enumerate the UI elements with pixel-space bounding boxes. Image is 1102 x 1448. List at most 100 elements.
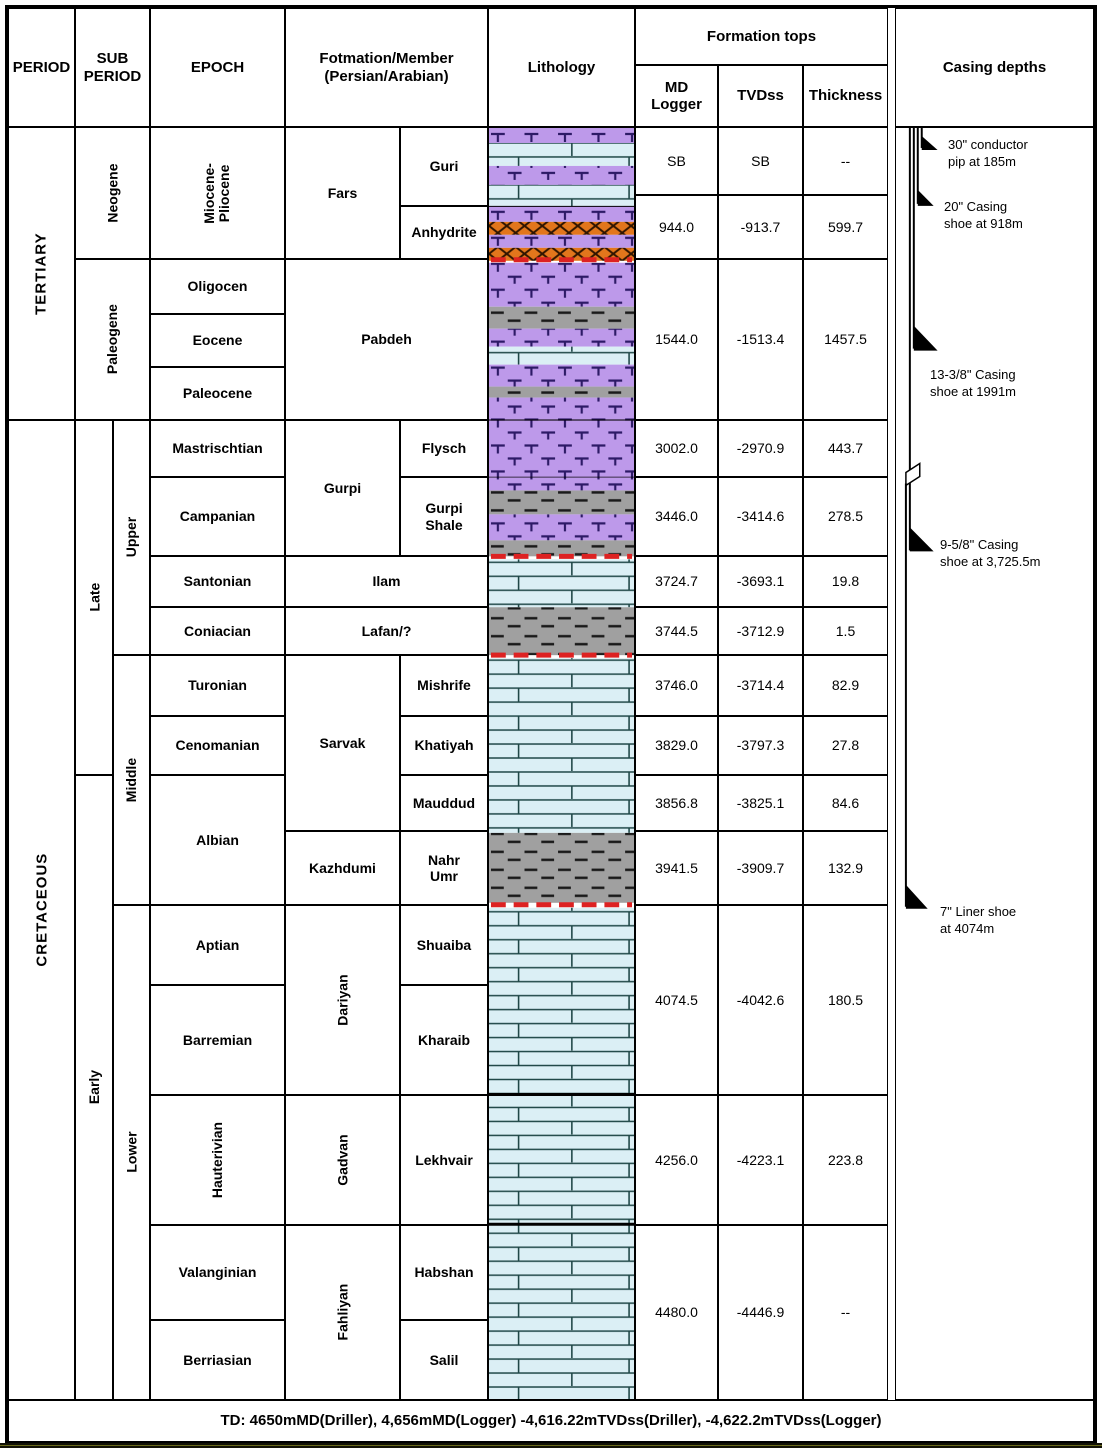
cell-formation-gurpi: Gurpi	[285, 420, 400, 556]
subperiod-late-label: Late	[85, 583, 102, 612]
epoch-miocene-line1: Miocene-	[201, 162, 218, 224]
cell-epoch-hauterivian: Hauterivian	[150, 1095, 285, 1225]
cell-subperiod-upper: Upper	[113, 420, 150, 655]
cell-epoch-albian: Albian	[150, 775, 285, 905]
cell-member-kharaib: Kharaib	[400, 985, 488, 1095]
tops-md-habshan-salil: 4480.0	[635, 1225, 718, 1400]
cell-formation-gadvan: Gadvan	[285, 1095, 400, 1225]
tops-tvdss-nahr-umr: -3909.7	[718, 831, 803, 905]
casing-annotation-13in-line1: 13-3/8" Casing	[930, 367, 1016, 382]
cell-epoch-mastrischtian: Mastrischtian	[150, 420, 285, 477]
cell-member-mishrife: Mishrife	[400, 655, 488, 716]
subperiod-upper-label: Upper	[123, 517, 140, 558]
tops-md-lekhvair: 4256.0	[635, 1095, 718, 1225]
cell-member-lekhvair: Lekhvair	[400, 1095, 488, 1225]
epoch-miocene-pliocene-label: Miocene- Pliocene	[201, 162, 233, 224]
cell-formation-sarvak: Sarvak	[285, 655, 400, 831]
tops-md-shuaiba-kharaib: 4074.5	[635, 905, 718, 1095]
cell-formation-kazhdumi: Kazhdumi	[285, 831, 400, 905]
tops-thickness-shuaiba-kharaib: 180.5	[803, 905, 888, 1095]
tops-md-gurpi-shale: 3446.0	[635, 477, 718, 556]
tops-tvdss-anhydrite: -913.7	[718, 195, 803, 259]
subperiod-neogene-label: Neogene	[104, 163, 121, 223]
casing-annotation-13in-line2: shoe at 1991m	[930, 384, 1017, 399]
tops-thickness-flysch: 443.7	[803, 420, 888, 477]
cell-epoch-miocene-pliocene: Miocene- Pliocene	[150, 127, 285, 259]
cell-member-habshan: Habshan	[400, 1225, 488, 1320]
header-formation-member: Fotmation/Member (Persian/Arabian)	[285, 8, 488, 127]
formation-gadvan-label: Gadvan	[334, 1134, 351, 1186]
header-casing-depths: Casing depths	[895, 8, 1094, 127]
cell-formation-pabdeh: Pabdeh	[285, 259, 488, 420]
tops-tvdss-khatiyah: -3797.3	[718, 716, 803, 775]
tops-md-anhydrite: 944.0	[635, 195, 718, 259]
header-formation-member-line1: Fotmation/Member	[319, 50, 454, 68]
tops-md-mishrife: 3746.0	[635, 655, 718, 716]
cell-member-anhydrite: Anhydrite	[400, 206, 488, 259]
cell-epoch-barremian: Barremian	[150, 985, 285, 1095]
cell-member-mauddud: Mauddud	[400, 775, 488, 831]
header-lithology: Lithology	[488, 8, 635, 127]
lithology-column	[488, 127, 635, 1400]
cell-member-shuaiba: Shuaiba	[400, 905, 488, 985]
tops-tvdss-shuaiba-kharaib: -4042.6	[718, 905, 803, 1095]
cell-epoch-oligocen: Oligocen	[150, 259, 285, 314]
casing-annotation-9in-line1: 9-5/8" Casing	[940, 537, 1019, 552]
tops-md-guri: SB	[635, 127, 718, 195]
cell-subperiod-early: Early	[75, 775, 113, 1400]
casing-annotation-9in-line2: shoe at 3,725.5m	[940, 554, 1041, 569]
casing-annotation-20in-line1: 20" Casing	[944, 199, 1008, 214]
casing-annotation-7in-line2: at 4074m	[940, 921, 995, 936]
tops-tvdss-flysch: -2970.9	[718, 420, 803, 477]
cell-formation-ilam: Ilam	[285, 556, 488, 607]
tops-thickness-anhydrite: 599.7	[803, 195, 888, 259]
tops-md-lafan: 3744.5	[635, 607, 718, 655]
header-thickness: Thickness	[803, 65, 888, 127]
tops-thickness-gurpi-shale: 278.5	[803, 477, 888, 556]
tops-thickness-ilam: 19.8	[803, 556, 888, 607]
tops-thickness-guri: --	[803, 127, 888, 195]
cell-subperiod-paleogene: Paleogene	[75, 259, 150, 420]
cell-epoch-santonian: Santonian	[150, 556, 285, 607]
tops-md-flysch: 3002.0	[635, 420, 718, 477]
tops-thickness-mauddud: 84.6	[803, 775, 888, 831]
period-cretaceous-label: CRETACEOUS	[32, 853, 50, 967]
tops-tvdss-gurpi-shale: -3414.6	[718, 477, 803, 556]
cell-epoch-berriasian: Berriasian	[150, 1320, 285, 1400]
cell-period-tertiary: TERTIARY	[8, 127, 75, 420]
header-sub-period: SUB PERIOD	[75, 8, 150, 127]
cell-epoch-campanian: Campanian	[150, 477, 285, 556]
subperiod-middle-label: Middle	[123, 757, 140, 803]
cell-formation-fahliyan: Fahliyan	[285, 1225, 400, 1400]
formation-dariyan-label: Dariyan	[334, 974, 351, 1026]
cell-member-flysch: Flysch	[400, 420, 488, 477]
header-formation-tops: Formation tops	[635, 8, 888, 65]
tops-thickness-khatiyah: 27.8	[803, 716, 888, 775]
epoch-miocene-line2: Pliocene	[216, 164, 233, 222]
cell-epoch-aptian: Aptian	[150, 905, 285, 985]
casing-annotation-30in-line1: 30" conductor	[948, 137, 1028, 152]
footer-td-row: TD: 4650mMD(Driller), 4,656mMD(Logger) -…	[8, 1400, 1094, 1442]
tops-thickness-lafan: 1.5	[803, 607, 888, 655]
casing-schematic-graphic	[904, 128, 938, 909]
casing-annotation-7in-line1: 7" Liner shoe	[940, 904, 1017, 919]
tops-tvdss-ilam: -3693.1	[718, 556, 803, 607]
casing-annotation-7in: 7" Liner shoe at 4074m	[940, 903, 1016, 937]
cell-member-khatiyah: Khatiyah	[400, 716, 488, 775]
tops-md-ilam: 3724.7	[635, 556, 718, 607]
header-md-logger: MD Logger	[635, 65, 718, 127]
casing-annotation-30in-line2: pip at 185m	[948, 154, 1016, 169]
cell-subperiod-middle: Middle	[113, 655, 150, 905]
casing-depths-column: 30" conductor pip at 185m 20" Casing sho…	[895, 127, 1094, 1400]
cell-epoch-coniacian: Coniacian	[150, 607, 285, 655]
header-formation-member-line2: (Persian/Arabian)	[324, 67, 449, 85]
tops-tvdss-pabdeh: -1513.4	[718, 259, 803, 420]
casing-annotation-9in: 9-5/8" Casing shoe at 3,725.5m	[940, 536, 1040, 570]
cell-epoch-valanginian: Valanginian	[150, 1225, 285, 1320]
casing-annotation-20in: 20" Casing shoe at 918m	[944, 198, 1023, 232]
cell-member-nahr-umr: Nahr Umr	[400, 831, 488, 905]
tops-tvdss-habshan-salil: -4446.9	[718, 1225, 803, 1400]
cell-subperiod-neogene: Neogene	[75, 127, 150, 259]
cell-epoch-turonian: Turonian	[150, 655, 285, 716]
header-tvdss: TVDss	[718, 65, 803, 127]
